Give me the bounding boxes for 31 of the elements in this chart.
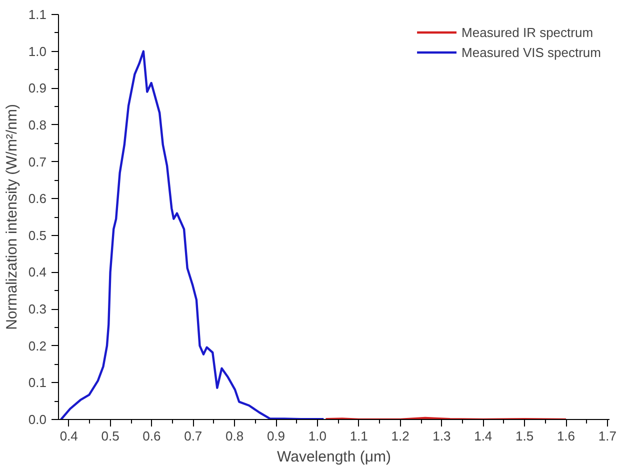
x-tick-label: 1.7 xyxy=(598,428,616,444)
y-tick-label: 0.1 xyxy=(28,375,47,390)
y-tick-label: 1.1 xyxy=(28,7,47,22)
x-tick-label: 0.4 xyxy=(60,428,78,444)
x-tick-label: 0.7 xyxy=(184,428,202,444)
y-tick-label: 0.5 xyxy=(28,228,47,243)
y-tick-label: 0.6 xyxy=(28,191,47,206)
y-tick-label: 0.4 xyxy=(28,264,47,280)
y-tick-label: 0.9 xyxy=(28,80,47,96)
x-tick-label: 1.1 xyxy=(350,428,368,444)
y-tick-label: 1.0 xyxy=(28,44,47,59)
y-tick-label: 0.3 xyxy=(28,302,47,317)
x-tick-label: 0.5 xyxy=(101,428,120,444)
legend-label: Measured IR spectrum xyxy=(462,24,594,40)
x-tick-label: 1.2 xyxy=(391,428,410,444)
x-tick-label: 0.8 xyxy=(226,428,244,444)
line-series xyxy=(60,50,325,420)
x-tick-label: 0.9 xyxy=(266,428,286,444)
x-tick-label: 1.6 xyxy=(556,428,576,444)
x-tick-label: 1.3 xyxy=(432,428,451,444)
x-tick-label: 1.5 xyxy=(516,428,534,444)
legend-label: Measured VIS spectrum xyxy=(462,44,601,60)
y-axis-title: Normalization intensity (W/m²/nm) xyxy=(3,104,20,330)
y-tick-label: 0.7 xyxy=(28,154,47,170)
y-tick-label: 0.2 xyxy=(28,338,47,354)
x-tick-label: 1.4 xyxy=(474,428,492,444)
y-tick-label: 0.0 xyxy=(28,412,47,427)
x-tick-label: 0.6 xyxy=(142,428,161,444)
y-tick-label: 0.8 xyxy=(28,117,47,132)
x-axis-title: Wavelength (μm) xyxy=(277,448,391,466)
x-tick-label: 1.0 xyxy=(308,428,326,444)
